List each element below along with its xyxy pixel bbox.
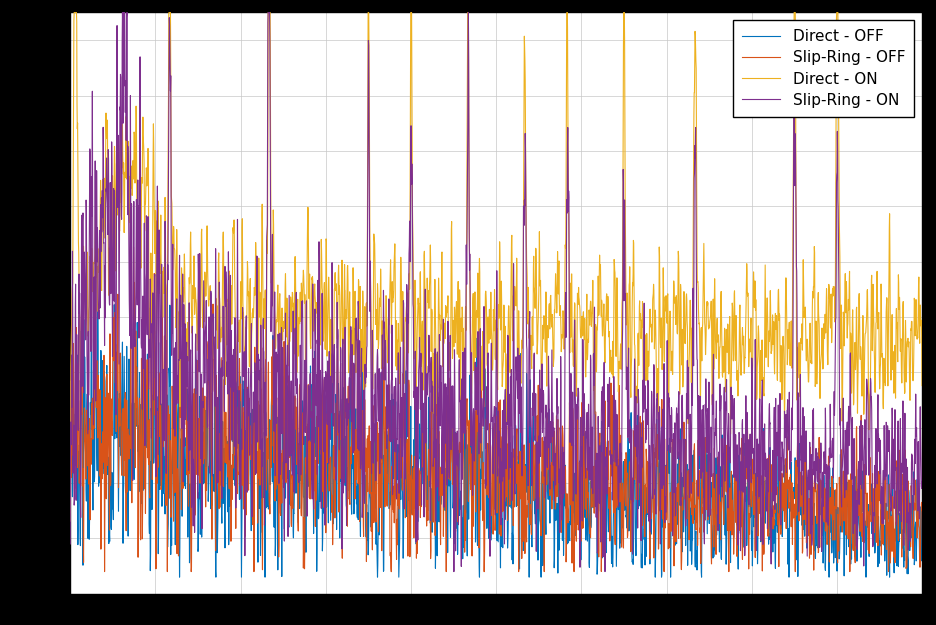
- Line: Direct - OFF: Direct - OFF: [70, 305, 922, 577]
- Direct - ON: [65, 518, 76, 525]
- Slip-Ring - OFF: [809, 531, 820, 538]
- Slip-Ring - OFF: [916, 507, 928, 514]
- Direct - OFF: [809, 499, 820, 507]
- Slip-Ring - OFF: [429, 363, 440, 371]
- Direct - ON: [429, 353, 440, 361]
- Slip-Ring - ON: [809, 471, 820, 479]
- Direct - OFF: [109, 301, 120, 309]
- Slip-Ring - ON: [900, 456, 912, 463]
- Direct - OFF: [174, 573, 185, 581]
- Line: Direct - ON: Direct - ON: [70, 12, 922, 521]
- Slip-Ring - OFF: [99, 568, 110, 576]
- Slip-Ring - ON: [916, 478, 928, 486]
- Direct - OFF: [429, 405, 440, 412]
- Slip-Ring - OFF: [900, 534, 912, 541]
- Direct - OFF: [392, 472, 403, 479]
- Direct - OFF: [65, 512, 76, 519]
- Slip-Ring - ON: [65, 540, 76, 548]
- Direct - OFF: [900, 485, 912, 492]
- Slip-Ring - ON: [212, 458, 224, 466]
- Direct - ON: [808, 283, 819, 291]
- Direct - ON: [391, 361, 402, 369]
- Direct - OFF: [212, 422, 224, 430]
- Slip-Ring - OFF: [212, 444, 224, 451]
- Direct - ON: [162, 247, 173, 254]
- Slip-Ring - OFF: [392, 541, 403, 549]
- Direct - ON: [916, 382, 928, 389]
- Slip-Ring - OFF: [65, 509, 76, 517]
- Slip-Ring - ON: [117, 9, 128, 16]
- Slip-Ring - ON: [448, 568, 460, 576]
- Slip-Ring - ON: [162, 261, 173, 269]
- Direct - OFF: [162, 543, 173, 551]
- Direct - ON: [899, 317, 911, 324]
- Direct - ON: [212, 308, 224, 316]
- Line: Slip-Ring - ON: Slip-Ring - ON: [70, 12, 922, 572]
- Direct - ON: [68, 9, 80, 16]
- Slip-Ring - OFF: [162, 433, 173, 441]
- Slip-Ring - OFF: [128, 243, 139, 251]
- Slip-Ring - ON: [391, 435, 402, 442]
- Direct - OFF: [916, 549, 928, 557]
- Line: Slip-Ring - OFF: Slip-Ring - OFF: [70, 247, 922, 572]
- Slip-Ring - ON: [429, 443, 440, 451]
- Legend: Direct - OFF, Slip-Ring - OFF, Direct - ON, Slip-Ring - ON: Direct - OFF, Slip-Ring - OFF, Direct - …: [733, 20, 914, 117]
